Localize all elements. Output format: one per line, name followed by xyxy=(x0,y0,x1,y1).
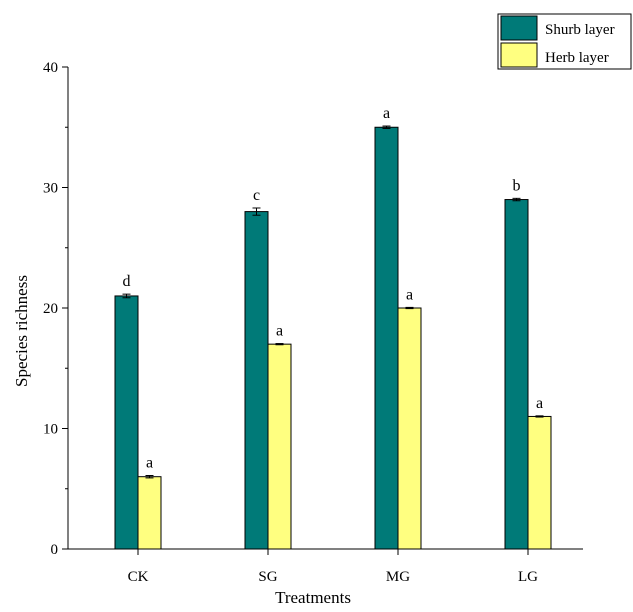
bar-lg-herb xyxy=(527,415,552,550)
y-tick-label: 30 xyxy=(43,181,58,197)
bar-mg-herb xyxy=(397,307,422,550)
bars-layer: d c a b a a a a xyxy=(114,105,552,550)
y-tick-label: 10 xyxy=(43,422,58,438)
legend: Shurb layer Herb layer xyxy=(497,13,632,70)
x-tick-label-sg: SG xyxy=(258,569,277,585)
bar-sg-herb xyxy=(267,343,292,550)
bar-mg-shurb xyxy=(374,126,399,550)
y-tick-label: 20 xyxy=(43,301,58,317)
significance-label: d xyxy=(123,273,131,290)
bar-ck-herb xyxy=(137,476,162,550)
significance-label: b xyxy=(513,177,521,194)
legend-label-shurb: Shurb layer xyxy=(545,22,615,38)
x-tick-label-ck: CK xyxy=(128,569,149,585)
x-tick-label-mg: MG xyxy=(386,569,410,585)
x-tick-label-lg: LG xyxy=(518,569,538,585)
bar-sg-shurb xyxy=(244,211,269,550)
significance-label: a xyxy=(276,323,283,340)
x-axis-title: Treatments xyxy=(275,588,351,607)
legend-swatch-shurb xyxy=(500,15,538,41)
significance-label: c xyxy=(253,187,260,204)
y-tick-label: 0 xyxy=(51,542,59,558)
legend-label-herb: Herb layer xyxy=(545,50,609,66)
y-tick-label: 40 xyxy=(43,60,58,76)
significance-label: a xyxy=(383,105,390,122)
bar-lg-shurb xyxy=(504,199,529,550)
bar-ck-shurb xyxy=(114,295,139,550)
y-axis-title: Species richness xyxy=(12,275,31,387)
legend-swatch-herb xyxy=(500,42,538,68)
ticks-layer: 0 10 20 30 40 CK SG MG LG xyxy=(43,60,538,585)
significance-label: a xyxy=(406,286,413,303)
significance-label: a xyxy=(146,454,153,471)
significance-label: a xyxy=(536,395,543,412)
